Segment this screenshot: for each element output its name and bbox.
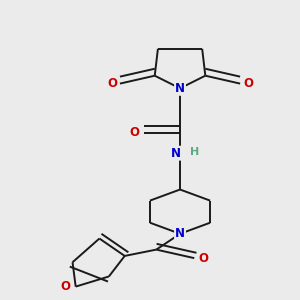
Text: N: N — [175, 82, 185, 95]
Text: N: N — [171, 147, 181, 160]
Text: O: O — [61, 280, 70, 293]
Text: N: N — [175, 227, 185, 240]
Text: O: O — [107, 77, 117, 90]
Text: O: O — [199, 252, 209, 265]
Text: O: O — [243, 77, 253, 90]
Text: H: H — [190, 147, 199, 157]
Text: O: O — [130, 126, 140, 139]
